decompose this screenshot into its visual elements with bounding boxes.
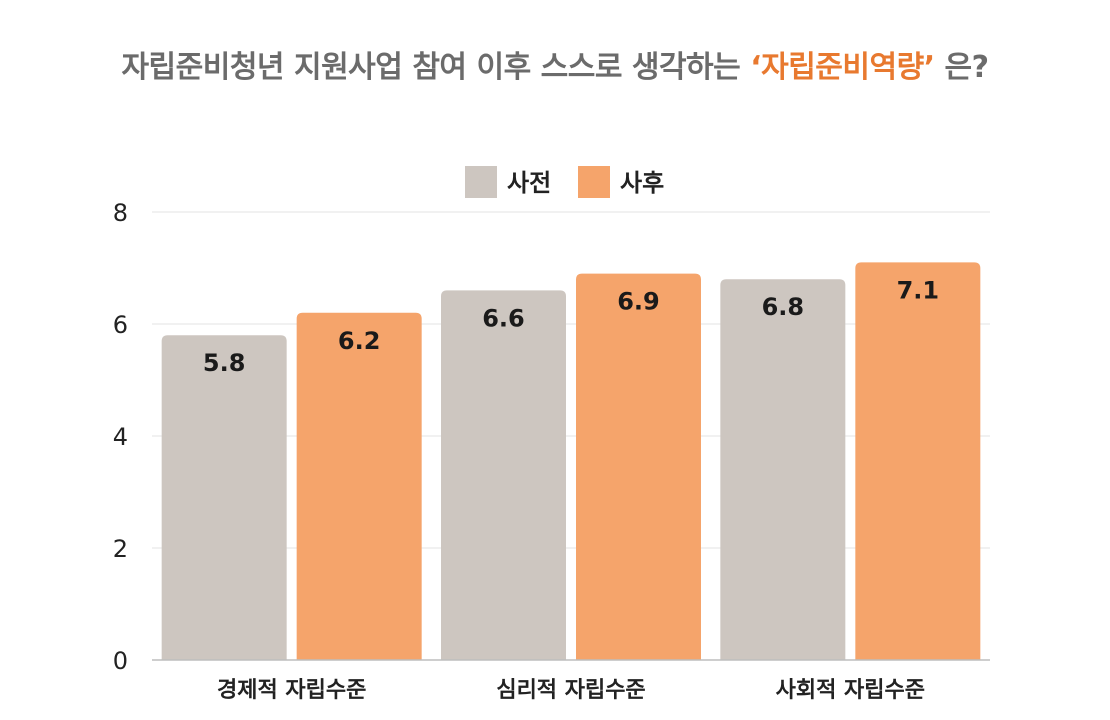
legend-label: 사후 <box>620 169 664 197</box>
data-label: 6.2 <box>338 327 381 355</box>
data-label: 7.1 <box>897 276 940 304</box>
x-category-label: 심리적 자립수준 <box>496 678 645 703</box>
y-tick-label: 4 <box>113 423 128 451</box>
data-label: 6.8 <box>762 293 805 321</box>
title-suffix: 은? <box>934 50 990 85</box>
bar-before <box>441 290 566 660</box>
bar-after <box>296 312 422 660</box>
legend-swatch <box>465 166 497 198</box>
data-label: 6.9 <box>617 288 660 316</box>
bar-before <box>720 279 846 660</box>
chart-title: 자립준비청년 지원사업 참여 이후 스스로 생각하는 ‘자립준비역량’ 은? <box>0 42 1110 86</box>
legend-label: 사전 <box>507 169 551 197</box>
x-category-label: 사회적 자립수준 <box>776 678 925 703</box>
y-tick-label: 0 <box>113 647 128 675</box>
y-tick-label: 8 <box>113 199 128 227</box>
y-tick-label: 2 <box>113 535 128 563</box>
legend-swatch <box>578 166 610 198</box>
y-tick-label: 6 <box>113 311 128 339</box>
data-label: 6.6 <box>482 304 525 332</box>
bar-after <box>576 273 701 660</box>
data-label: 5.8 <box>203 349 246 377</box>
bar-before <box>161 335 287 660</box>
x-category-label: 경제적 자립수준 <box>217 678 366 703</box>
title-highlight: ‘자립준비역량’ <box>750 50 935 85</box>
bar-after <box>855 262 981 660</box>
title-prefix: 자립준비청년 지원사업 참여 이후 스스로 생각하는 <box>121 50 751 85</box>
